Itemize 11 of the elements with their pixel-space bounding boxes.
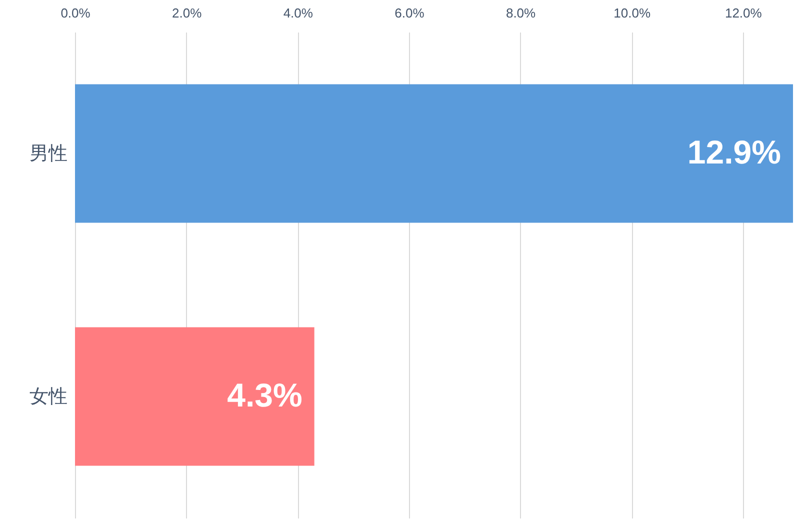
x-tick-label: 6.0%: [394, 6, 425, 20]
x-tick-label: 8.0%: [506, 6, 536, 20]
data-label: 12.9%: [687, 134, 781, 170]
x-tick-label: 0.0%: [60, 6, 91, 20]
y-tick-label: 女性: [30, 386, 68, 408]
x-tick-label: 12.0%: [724, 6, 762, 20]
data-label: 4.3%: [227, 376, 302, 414]
x-tick-label: 4.0%: [283, 6, 314, 20]
x-tick-label: 10.0%: [614, 6, 651, 20]
y-tick-label: 男性: [30, 144, 68, 164]
x-tick-label: 2.0%: [172, 6, 202, 20]
